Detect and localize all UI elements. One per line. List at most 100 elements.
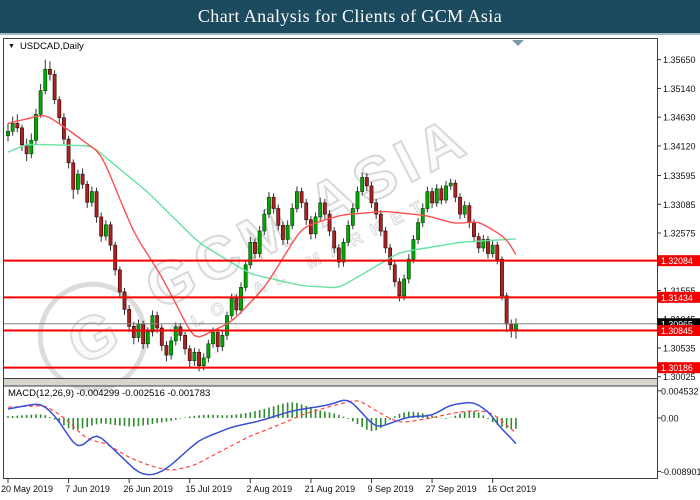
candle-bear (159, 327, 164, 346)
candle-bull (257, 230, 262, 254)
candle-bear (20, 127, 24, 146)
candle-bull (350, 208, 355, 226)
candle-bear (336, 247, 341, 263)
price-tick-label: 1.30535 (663, 343, 696, 353)
candle-bull (38, 90, 43, 115)
candle-bull (6, 130, 10, 137)
candle-bull (43, 68, 48, 91)
candle-bull (514, 323, 518, 330)
candle-bear (397, 281, 402, 297)
candle-bear (99, 216, 104, 237)
candle-bear (453, 182, 458, 198)
candle-bull (313, 216, 318, 235)
candle-bear (155, 315, 160, 329)
candle-bull (285, 225, 290, 240)
price-tick-label: 1.34120 (663, 141, 696, 151)
candle-bear (15, 123, 20, 129)
chevron-down-icon: ▼ (8, 43, 15, 50)
level-badge: 1.31434 (657, 291, 700, 303)
candle-bear (85, 183, 90, 203)
candle-bull (290, 208, 295, 226)
chart-plot-area[interactable] (4, 39, 657, 378)
candle-bear (197, 351, 201, 367)
candle-bull (360, 177, 365, 192)
symbol-label: ▼ USDCAD,Daily (8, 41, 84, 52)
candle-bear (108, 224, 113, 246)
candle-bear (504, 295, 509, 325)
macd-tick-label: 0.00 (661, 414, 679, 424)
candle-bear (164, 345, 169, 356)
macd-indicator-label: MACD(12,26,9) -0.004299 -0.002516 -0.001… (8, 388, 211, 399)
price-tick-label: 1.33085 (663, 200, 696, 210)
candle-bull (355, 191, 360, 209)
candle-bear (495, 244, 500, 260)
candle-bull (490, 244, 495, 254)
candle-bull (481, 239, 486, 249)
candle-bull (318, 202, 323, 218)
price-tick-label: 1.31555 (663, 286, 696, 296)
price-tick-label: 1.34630 (663, 113, 696, 123)
candle-bear (127, 309, 132, 327)
candle-bull (76, 173, 80, 190)
date-tick-label: 20 May 2019 (1, 484, 53, 494)
candle-bear (304, 202, 309, 221)
candle-bull (462, 205, 467, 215)
candle-bear (486, 239, 490, 254)
candle-bear (388, 247, 393, 266)
current-price-badge: 1.30965 (657, 318, 700, 330)
candle-bear (113, 244, 118, 271)
candle-bear (374, 202, 379, 215)
price-tick-label: 1.33595 (663, 171, 696, 181)
candle-bear (467, 205, 472, 223)
candle-bear (430, 191, 434, 204)
candle-bull (173, 326, 178, 342)
candle-bear (472, 222, 476, 237)
candle-bull (89, 191, 94, 203)
candle-bear (383, 230, 388, 249)
symbol-timeframe-text: USDCAD,Daily (19, 41, 84, 52)
candle-bear (57, 99, 62, 119)
candle-bull (262, 213, 267, 232)
candle-bull (211, 332, 215, 345)
date-tick-label: 9 Sep 2019 (367, 484, 413, 494)
date-tick-label: 26 Jun 2019 (123, 484, 173, 494)
candle-bull (341, 242, 346, 263)
candle-bear (439, 188, 444, 201)
time-axis: 20 May 2019 7 Jun 2019 26 Jun 2019 15 Jul 2… (1, 478, 536, 494)
candle-bear (48, 68, 52, 75)
level-badge: 1.30845 (657, 325, 700, 337)
page-title: Chart Analysis for Clients of GCM Asia (197, 6, 503, 26)
candle-bear (271, 196, 276, 209)
candle-bull (239, 287, 243, 311)
candle-bear (141, 323, 146, 345)
svg-text:1.30186: 1.30186 (661, 363, 693, 373)
price-tick-label: 1.35650 (663, 55, 696, 65)
svg-text:1.31434: 1.31434 (661, 293, 693, 303)
candle-bear (234, 298, 239, 311)
candle-bull (206, 343, 211, 359)
date-tick-label: 27 Sep 2019 (426, 484, 477, 494)
date-tick-label: 2 Aug 2019 (247, 484, 293, 494)
candle-bear (66, 138, 71, 164)
scroll-marker-icon (512, 40, 524, 46)
candle-bear (308, 219, 313, 235)
svg-text:1.32084: 1.32084 (661, 256, 693, 266)
candle-bear (215, 332, 220, 347)
panel-separator[interactable] (4, 379, 657, 386)
price-tick-label: 1.30025 (663, 372, 696, 382)
candle-bear (122, 291, 127, 310)
candle-bear (378, 213, 383, 232)
candle-bear (131, 325, 136, 338)
candle-bull (248, 242, 253, 266)
candle-bull (434, 188, 439, 204)
candle-bull (220, 335, 225, 347)
candle-bull (425, 191, 430, 209)
candle-bull (406, 258, 411, 280)
candle-bear (183, 335, 187, 350)
candle-bull (201, 357, 206, 367)
candle-bear (71, 162, 76, 190)
candle-bull (243, 264, 248, 288)
candle-bull (10, 123, 15, 132)
macd-histogram (7, 402, 517, 432)
level-badge: 1.30186 (657, 362, 700, 374)
